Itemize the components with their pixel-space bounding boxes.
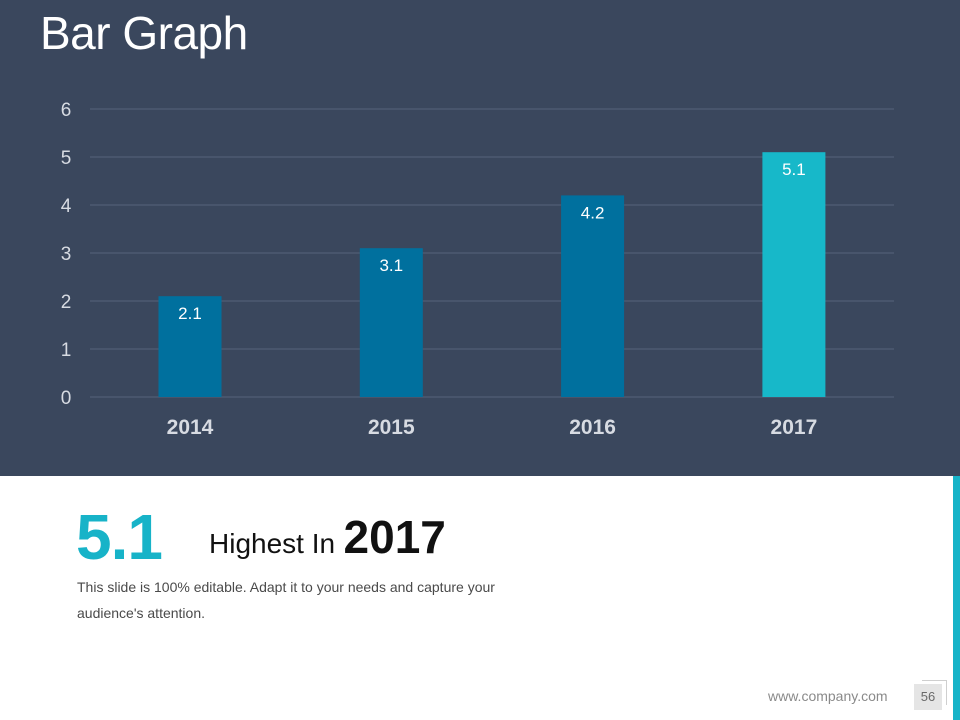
page-number-frame <box>922 680 947 705</box>
bar-2014 <box>158 296 222 397</box>
highlight-year: 2017 <box>343 511 446 563</box>
bar-2015 <box>359 248 423 397</box>
data-label-2017: 5.1 <box>782 160 806 179</box>
bar-2017 <box>762 152 826 397</box>
y-tick-label: 3 <box>61 244 72 265</box>
gridlines <box>90 108 894 398</box>
bar-2016 <box>561 195 625 397</box>
footer-url: www.company.com <box>768 688 888 704</box>
y-tick-label: 2 <box>61 292 72 313</box>
data-labels: 2.1 3.1 4.2 5.1 <box>178 160 806 323</box>
y-tick-label: 5 <box>61 148 72 169</box>
accent-stripe <box>953 476 960 720</box>
highlight-value: 5.1 <box>76 501 163 573</box>
highlight-caption: Highest In 2017 <box>209 510 446 564</box>
x-tick-label-2015: 2015 <box>368 416 415 439</box>
description-text: This slide is 100% editable. Adapt it to… <box>77 579 495 621</box>
y-tick-label: 4 <box>61 196 72 217</box>
y-axis-ticks: 0 1 2 3 4 5 6 <box>61 100 72 409</box>
bar-chart: 0 1 2 3 4 5 6 2.1 3.1 4.2 5.1 2014 2015 2016 2017 <box>61 100 894 439</box>
y-tick-label: 1 <box>61 340 72 361</box>
x-tick-label-2016: 2016 <box>569 416 616 439</box>
bars <box>158 152 826 397</box>
x-tick-label-2017: 2017 <box>771 416 818 439</box>
data-label-2014: 2.1 <box>178 304 202 323</box>
slide-title: Bar Graph <box>40 7 248 59</box>
page-number: 56 <box>914 684 942 710</box>
x-axis-ticks: 2014 2015 2016 2017 <box>167 416 818 439</box>
y-tick-label: 6 <box>61 100 72 121</box>
x-tick-label-2014: 2014 <box>167 416 214 439</box>
data-label-2015: 3.1 <box>379 256 403 275</box>
data-label-2016: 4.2 <box>581 203 605 222</box>
highlight-text: Highest In <box>209 528 336 559</box>
y-tick-label: 0 <box>61 388 72 409</box>
